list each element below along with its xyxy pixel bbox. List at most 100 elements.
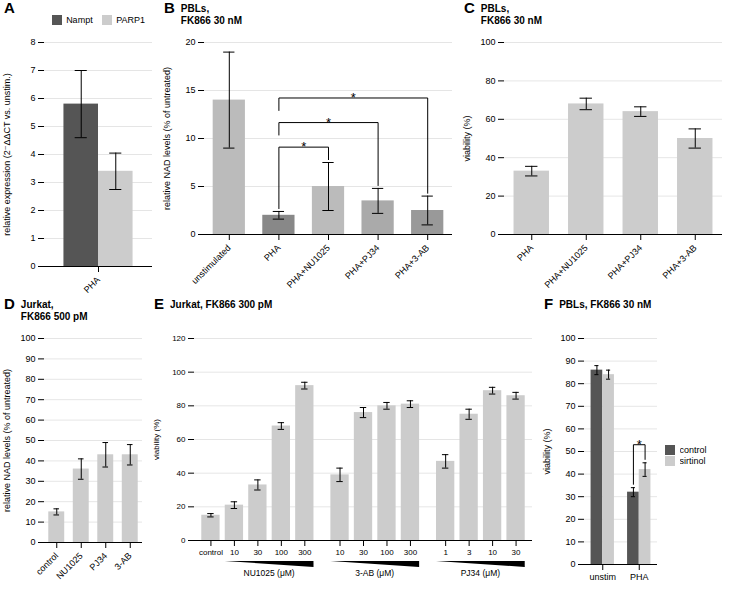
svg-text:100: 100 xyxy=(275,548,289,557)
svg-text:PHA: PHA xyxy=(82,275,102,295)
svg-text:50: 50 xyxy=(565,446,575,456)
svg-text:10: 10 xyxy=(565,537,575,547)
svg-text:1: 1 xyxy=(443,548,448,557)
svg-text:80: 80 xyxy=(565,379,575,389)
svg-text:3-AB (μM): 3-AB (μM) xyxy=(355,568,394,578)
svg-text:70: 70 xyxy=(25,395,35,405)
html-text:F PBLs, FK866 30 nM: F PBLs, FK866 30 nM xyxy=(544,295,652,312)
svg-text:60: 60 xyxy=(177,435,186,444)
svg-text:10: 10 xyxy=(336,548,345,557)
html-text:C PBLs, FK866 30 nM: C PBLs, FK866 30 nM xyxy=(464,0,542,26)
svg-text:PHA: PHA xyxy=(630,572,649,582)
svg-text:PHA+PJ34: PHA+PJ34 xyxy=(343,243,381,281)
svg-text:3-AB: 3-AB xyxy=(112,551,133,572)
svg-text:100: 100 xyxy=(560,333,575,343)
svg-text:0: 0 xyxy=(490,229,495,239)
svg-text:20: 20 xyxy=(185,37,195,47)
svg-text:10: 10 xyxy=(230,548,239,557)
svg-text:*: * xyxy=(326,115,331,130)
svg-text:PJ34 (μM): PJ34 (μM) xyxy=(461,568,501,578)
svg-text:3: 3 xyxy=(30,177,35,187)
html-text:D Jurkat, FK866 500 pM: D Jurkat, FK866 500 pM xyxy=(4,295,88,322)
svg-text:PHA+3-AB: PHA+3-AB xyxy=(661,243,699,281)
svg-text:40: 40 xyxy=(565,469,575,479)
svg-text:50: 50 xyxy=(25,435,35,445)
svg-text:2: 2 xyxy=(30,205,35,215)
svg-text:40: 40 xyxy=(177,469,186,478)
svg-text:PHA+PJ34: PHA+PJ34 xyxy=(606,243,644,281)
html-text:Nampt: Nampt xyxy=(66,14,93,25)
svg-text:PHA+NU1025: PHA+NU1025 xyxy=(285,243,332,290)
svg-text:300: 300 xyxy=(404,548,418,557)
svg-text:control: control xyxy=(199,548,223,557)
svg-text:100: 100 xyxy=(172,368,186,377)
svg-text:120: 120 xyxy=(172,334,186,343)
svg-text:viability (%): viability (%) xyxy=(462,115,472,161)
svg-text:7: 7 xyxy=(30,65,35,75)
svg-text:PJ34: PJ34 xyxy=(88,551,110,573)
svg-text:0: 0 xyxy=(30,537,35,547)
svg-text:0: 0 xyxy=(190,229,195,239)
svg-text:*: * xyxy=(637,437,642,452)
svg-text:relative NAD levels (% of untr: relative NAD levels (% of untreated) xyxy=(162,67,172,210)
svg-text:0: 0 xyxy=(181,536,186,545)
svg-text:30: 30 xyxy=(25,476,35,486)
svg-text:30: 30 xyxy=(253,548,262,557)
svg-text:30: 30 xyxy=(359,548,368,557)
svg-text:40: 40 xyxy=(25,456,35,466)
svg-text:PHA+3-AB: PHA+3-AB xyxy=(393,243,431,281)
svg-text:5: 5 xyxy=(190,181,195,191)
svg-text:20: 20 xyxy=(177,502,186,511)
svg-text:30: 30 xyxy=(565,492,575,502)
svg-text:*: * xyxy=(301,139,306,154)
svg-text:5: 5 xyxy=(30,121,35,131)
svg-text:NU1025: NU1025 xyxy=(54,551,84,581)
svg-text:30: 30 xyxy=(512,548,521,557)
svg-text:90: 90 xyxy=(25,354,35,364)
svg-text:60: 60 xyxy=(25,415,35,425)
svg-text:10: 10 xyxy=(185,133,195,143)
html-text:B PBLs, FK866 30 nM: B PBLs, FK866 30 nM xyxy=(164,0,242,26)
svg-text:8: 8 xyxy=(30,37,35,47)
svg-text:*: * xyxy=(351,90,356,105)
svg-text:15: 15 xyxy=(185,85,195,95)
svg-text:10: 10 xyxy=(25,517,35,527)
svg-text:viability (%): viability (%) xyxy=(152,419,161,460)
svg-text:PHA: PHA xyxy=(262,243,282,263)
html-text:Jurkat, FK866 300 pM: Jurkat, FK866 300 pM xyxy=(170,299,273,310)
svg-text:100: 100 xyxy=(20,333,35,343)
svg-text:20: 20 xyxy=(565,514,575,524)
svg-text:60: 60 xyxy=(485,114,495,124)
svg-text:0: 0 xyxy=(570,559,575,569)
svg-text:80: 80 xyxy=(25,374,35,384)
html-text:A: A xyxy=(4,0,15,16)
svg-text:80: 80 xyxy=(485,76,495,86)
svg-text:PHA: PHA xyxy=(515,243,535,263)
html-text:control: control xyxy=(679,444,707,455)
svg-text:3: 3 xyxy=(467,548,472,557)
svg-text:100: 100 xyxy=(480,37,495,47)
svg-text:relative expression (2⁻ΔΔCT vs: relative expression (2⁻ΔΔCT vs. unstim.) xyxy=(2,73,12,236)
svg-text:relative NAD levels (% of untr: relative NAD levels (% of untreated) xyxy=(2,369,12,512)
html-text:PARP1: PARP1 xyxy=(116,14,145,25)
svg-text:40: 40 xyxy=(485,153,495,163)
svg-text:10: 10 xyxy=(488,548,497,557)
svg-text:300: 300 xyxy=(298,548,312,557)
svg-text:PHA+NU1025: PHA+NU1025 xyxy=(542,243,589,290)
svg-text:control: control xyxy=(34,550,61,577)
svg-text:unstimulated: unstimulated xyxy=(190,243,233,286)
svg-text:60: 60 xyxy=(565,424,575,434)
svg-text:4: 4 xyxy=(30,149,35,159)
svg-text:100: 100 xyxy=(380,548,394,557)
svg-text:20: 20 xyxy=(485,191,495,201)
svg-text:viability (%): viability (%) xyxy=(542,428,552,474)
svg-text:6: 6 xyxy=(30,93,35,103)
svg-text:1: 1 xyxy=(30,233,35,243)
svg-text:unstim: unstim xyxy=(589,572,616,582)
svg-text:70: 70 xyxy=(565,401,575,411)
svg-text:20: 20 xyxy=(25,497,35,507)
svg-text:NU1025 (μM): NU1025 (μM) xyxy=(244,568,295,578)
svg-text:80: 80 xyxy=(177,401,186,410)
svg-text:0: 0 xyxy=(30,261,35,271)
svg-text:90: 90 xyxy=(565,356,575,366)
